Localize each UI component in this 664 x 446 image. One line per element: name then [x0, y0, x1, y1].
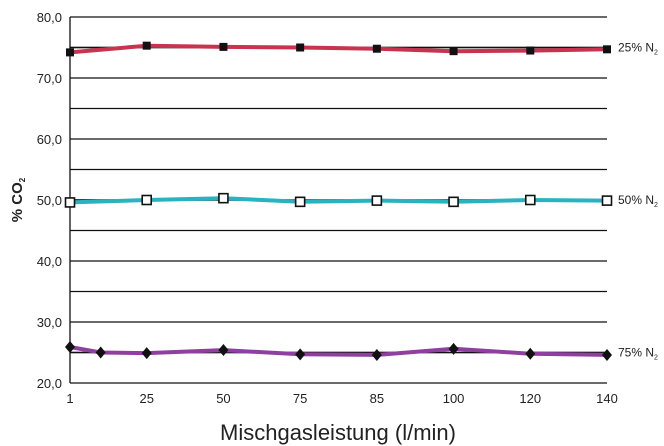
x-tick-label: 75: [293, 391, 307, 406]
series: [64, 192, 613, 208]
series: [66, 41, 611, 57]
series: [65, 341, 612, 361]
series-label: 25% N2: [618, 41, 658, 57]
series-label-subscript: 2: [654, 355, 658, 362]
data-point: [524, 194, 536, 206]
data-point: [141, 194, 153, 206]
series-line: [69, 43, 608, 55]
y-tick-label: 20,0: [37, 376, 62, 391]
series-label: 50% N2: [618, 193, 658, 209]
data-point: [295, 348, 306, 361]
data-point: [294, 196, 306, 208]
data-point: [525, 347, 536, 360]
data-point: [371, 348, 382, 361]
series-line: [69, 196, 608, 205]
data-point: [603, 45, 611, 54]
series-label: 75% N2: [618, 346, 658, 362]
x-tick-label: 140: [596, 391, 618, 406]
series-labels: 25% N2 50% N2 75% N2: [618, 41, 658, 362]
y-tick-label: 50,0: [37, 193, 62, 208]
data-point: [142, 41, 151, 50]
data-point: [141, 347, 152, 360]
data-point: [219, 42, 228, 51]
data-point: [526, 46, 535, 55]
y-tick-label: 60,0: [37, 132, 62, 147]
y-tick-label: 30,0: [37, 315, 62, 330]
data-point: [601, 195, 613, 206]
data-point: [65, 341, 75, 354]
y-axis-title-main: % CO: [9, 182, 26, 222]
x-axis-title: Mischgasleistung (l/min): [220, 420, 456, 445]
y-axis-title-subscript: 2: [18, 177, 27, 182]
data-point: [64, 197, 76, 208]
series-group: [64, 41, 613, 361]
data-point: [218, 192, 229, 204]
series-label-subscript: 2: [654, 202, 658, 209]
x-tick-label: 50: [216, 391, 230, 406]
x-tick-labels: 1 25 50 75 85 100 120 140: [66, 391, 617, 406]
x-tick-label: 25: [139, 391, 153, 406]
y-tick-label: 40,0: [37, 254, 62, 269]
series-label-subscript: 2: [654, 50, 658, 57]
x-tick-label: 85: [370, 391, 384, 406]
data-point: [296, 43, 305, 52]
y-axis-title: % CO2: [9, 177, 27, 222]
data-point: [449, 47, 458, 56]
data-point: [95, 346, 106, 359]
x-tick-label: 1: [66, 391, 73, 406]
data-point: [371, 195, 383, 206]
y-tick-label: 80,0: [37, 10, 62, 25]
data-point: [218, 344, 229, 357]
y-tick-labels: 20,0 30,0 40,0 50,0 60,0 70,0 80,0: [37, 10, 62, 391]
x-tick-label: 120: [519, 391, 541, 406]
x-tick-label: 100: [443, 391, 465, 406]
y-tick-label: 70,0: [37, 71, 62, 86]
data-point: [372, 44, 381, 53]
data-point: [602, 348, 612, 361]
data-point: [448, 342, 459, 355]
data-point: [66, 48, 74, 57]
data-point: [448, 196, 459, 208]
